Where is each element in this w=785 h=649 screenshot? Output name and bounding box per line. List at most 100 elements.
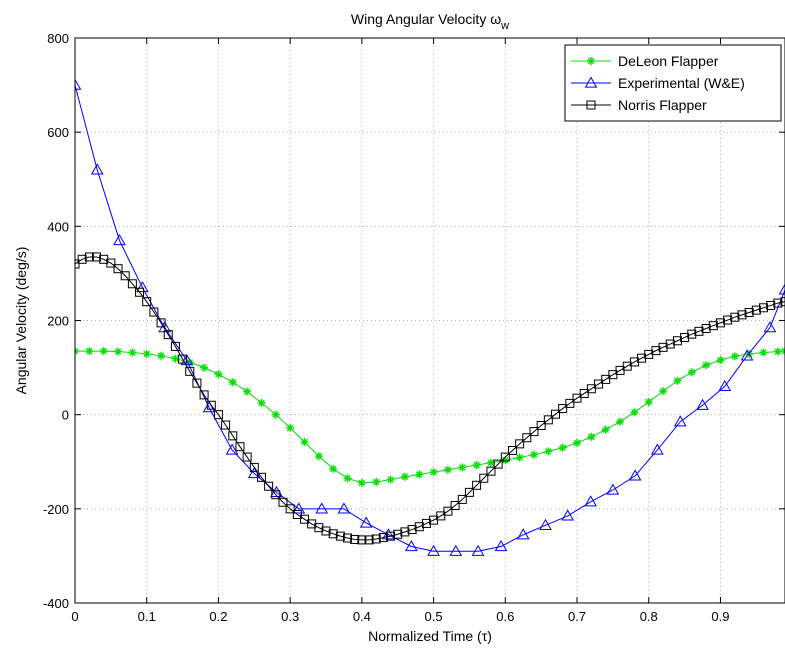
x-tick-label: 0.9 (711, 609, 729, 624)
data-point (486, 458, 495, 467)
data-point (243, 387, 252, 396)
data-point (730, 312, 740, 322)
data-point (723, 315, 733, 325)
data-point (687, 329, 697, 339)
chart-title-subscript: w (500, 20, 509, 32)
data-point (242, 452, 252, 462)
data-point (271, 490, 281, 500)
data-point (766, 300, 776, 310)
data-point (500, 452, 510, 462)
data-point (421, 518, 431, 528)
data-point (572, 393, 582, 403)
data-point (586, 384, 596, 394)
data-point (730, 352, 739, 361)
data-point (644, 397, 653, 406)
x-tick-label: 0.5 (425, 609, 443, 624)
data-point (601, 425, 610, 434)
data-point (472, 461, 481, 470)
data-point (285, 504, 295, 514)
data-point (142, 349, 151, 358)
data-point (163, 330, 173, 340)
data-point (350, 534, 360, 544)
data-point (529, 427, 539, 437)
data-point (702, 361, 711, 370)
data-point (701, 324, 711, 334)
data-point (587, 432, 596, 441)
data-point (414, 522, 424, 532)
data-point (192, 378, 202, 388)
data-point (436, 511, 446, 521)
data-point (558, 404, 568, 414)
data-point (429, 468, 438, 477)
x-tick-label: 0.7 (568, 609, 586, 624)
data-point (314, 452, 323, 461)
data-point (471, 544, 485, 556)
series-norris-flapper (75, 252, 785, 545)
data-point (606, 483, 620, 495)
data-point (75, 259, 80, 269)
legend-marker (584, 76, 598, 88)
data-point (92, 252, 102, 262)
data-point (128, 348, 137, 357)
data-point (515, 453, 524, 462)
data-point (751, 305, 761, 315)
data-point (364, 535, 374, 545)
data-point (544, 447, 553, 456)
x-axis-title: Normalized Time (τ) (368, 628, 492, 644)
y-tick-label: 600 (47, 125, 69, 140)
data-point (507, 445, 517, 455)
data-point (650, 443, 664, 455)
data-point (494, 539, 508, 552)
data-point (449, 544, 463, 556)
data-point (443, 465, 452, 474)
legend-item: Experimental (W&E) (571, 75, 745, 91)
data-point (573, 438, 582, 447)
data-point (543, 415, 553, 425)
data-point (286, 423, 295, 432)
data-point (472, 480, 482, 490)
data-point (672, 336, 682, 346)
data-point (99, 347, 108, 356)
data-point (773, 298, 783, 308)
legend-label: Experimental (W&E) (618, 75, 745, 91)
data-point (106, 258, 116, 268)
x-tick-label: 0.8 (640, 609, 658, 624)
data-point (718, 379, 732, 392)
data-point (601, 374, 611, 384)
data-point (321, 526, 331, 536)
data-point (372, 477, 381, 486)
data-point (516, 528, 530, 540)
data-point (415, 470, 424, 479)
data-point (300, 437, 309, 446)
data-point (386, 475, 395, 484)
data-point (142, 297, 152, 307)
data-point (628, 469, 642, 481)
data-point (136, 281, 149, 293)
data-point (536, 420, 546, 430)
data-point (522, 433, 532, 443)
data-point (378, 533, 388, 543)
data-point (221, 420, 231, 430)
data-point (558, 443, 567, 452)
data-point (443, 506, 453, 516)
data-point (651, 346, 661, 356)
data-point (561, 509, 575, 521)
data-point (740, 349, 754, 361)
data-point (551, 409, 561, 419)
data-point (77, 254, 87, 264)
data-point (113, 264, 123, 274)
data-point (299, 514, 309, 524)
data-point (149, 307, 159, 317)
data-point (85, 347, 94, 356)
data-point (665, 339, 675, 349)
series-layer (75, 78, 785, 556)
data-point (120, 271, 130, 281)
data-point (708, 321, 718, 331)
y-tick-label: 800 (47, 31, 69, 46)
data-point (486, 466, 496, 476)
data-point (315, 502, 329, 514)
data-point (359, 516, 373, 528)
legend-label: DeLeon Flapper (618, 53, 719, 69)
data-point (616, 417, 625, 426)
data-point (178, 354, 188, 364)
